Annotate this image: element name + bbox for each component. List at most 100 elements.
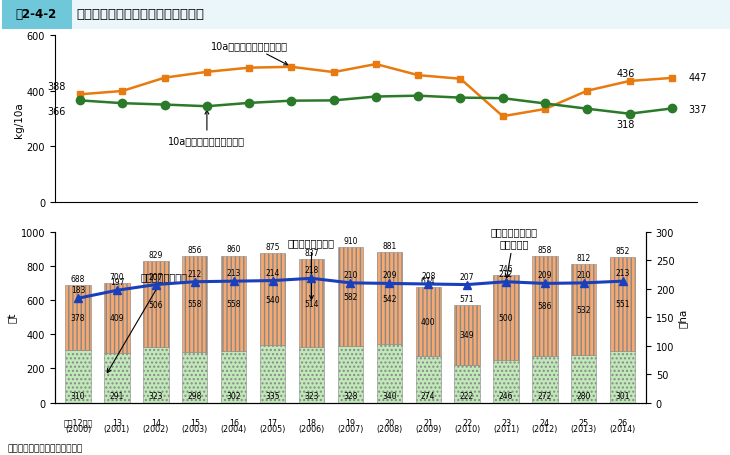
Bar	[415, 288, 441, 356]
Bar	[610, 351, 635, 403]
Text: 資料：農林水産省「作物統計」: 資料：農林水産省「作物統計」	[7, 444, 82, 453]
Text: 207: 207	[149, 272, 163, 281]
Text: 183: 183	[71, 286, 85, 295]
Text: 532: 532	[577, 305, 591, 314]
Text: 875: 875	[265, 243, 280, 251]
Text: 24: 24	[540, 418, 550, 427]
Text: 409: 409	[110, 313, 124, 323]
Text: (2003): (2003)	[182, 424, 208, 433]
Text: (2010): (2010)	[454, 424, 480, 433]
Text: 328: 328	[343, 391, 358, 400]
Bar	[182, 352, 207, 403]
Text: 222: 222	[460, 391, 474, 400]
Bar	[260, 253, 285, 345]
Text: 388: 388	[47, 82, 66, 92]
Bar	[182, 257, 207, 352]
Text: 10a当たり収量（都府県）: 10a当たり収量（都府県）	[169, 111, 245, 147]
Bar	[104, 353, 130, 403]
Text: 18: 18	[307, 418, 317, 427]
Text: 340: 340	[382, 391, 396, 400]
Bar	[221, 351, 246, 403]
Text: 860: 860	[226, 245, 241, 254]
Text: 212: 212	[499, 269, 513, 278]
Text: 366: 366	[47, 107, 66, 117]
Bar	[66, 350, 91, 403]
Bar	[532, 256, 558, 356]
Bar	[377, 345, 402, 403]
Bar	[260, 345, 285, 403]
Bar	[66, 285, 91, 350]
Text: 852: 852	[615, 246, 630, 255]
Text: 13: 13	[112, 418, 122, 427]
Text: 207: 207	[460, 272, 474, 281]
Text: 829: 829	[149, 250, 163, 259]
Bar	[377, 252, 402, 345]
Text: 298: 298	[188, 391, 202, 400]
Bar	[455, 305, 480, 365]
Text: 551: 551	[615, 300, 630, 309]
Bar	[493, 361, 518, 403]
Text: 586: 586	[538, 302, 552, 311]
Text: 16: 16	[228, 418, 239, 427]
Bar	[104, 283, 130, 353]
Bar	[299, 348, 324, 403]
Text: 881: 881	[383, 241, 396, 250]
Text: 20: 20	[384, 418, 394, 427]
Bar	[143, 261, 169, 348]
Text: 208: 208	[421, 272, 435, 280]
Text: 209: 209	[382, 271, 396, 280]
Bar	[338, 248, 363, 347]
Text: 542: 542	[382, 294, 396, 303]
Text: 558: 558	[188, 300, 202, 308]
Text: 436: 436	[616, 69, 634, 79]
Text: 21: 21	[423, 418, 434, 427]
Text: (2000): (2000)	[65, 424, 91, 433]
Bar	[532, 356, 558, 403]
Bar	[415, 356, 441, 403]
Text: 856: 856	[188, 246, 202, 254]
Text: (2002): (2002)	[142, 424, 169, 433]
Text: 335: 335	[265, 391, 280, 400]
Text: 858: 858	[538, 245, 552, 254]
Text: 272: 272	[538, 391, 552, 400]
Bar	[299, 260, 324, 348]
Text: 447: 447	[688, 73, 707, 83]
Bar	[221, 256, 246, 351]
Text: 280: 280	[577, 391, 591, 400]
Text: 210: 210	[343, 270, 358, 279]
Bar	[610, 257, 635, 351]
Text: 310: 310	[71, 391, 85, 400]
Text: 15: 15	[190, 418, 200, 427]
Text: 400: 400	[421, 317, 436, 326]
Bar	[338, 347, 363, 403]
Text: 274: 274	[421, 391, 436, 400]
Text: (2008): (2008)	[376, 424, 402, 433]
Text: 23: 23	[501, 418, 511, 427]
Text: (2006): (2006)	[299, 424, 325, 433]
Bar	[493, 275, 518, 361]
Text: 540: 540	[265, 295, 280, 304]
Text: 図2-4-2: 図2-4-2	[16, 8, 57, 21]
Text: 500: 500	[499, 313, 513, 323]
Text: 688: 688	[71, 274, 85, 283]
Text: (2009): (2009)	[415, 424, 442, 433]
Text: 213: 213	[226, 268, 241, 278]
Text: 582: 582	[343, 293, 358, 302]
Bar	[571, 264, 596, 355]
Text: 平成12年産: 平成12年産	[64, 418, 93, 427]
Text: 19: 19	[345, 418, 356, 427]
Text: 323: 323	[149, 391, 163, 400]
Text: 301: 301	[615, 391, 630, 400]
Y-axis label: kg/10a: kg/10a	[14, 101, 24, 137]
Text: 213: 213	[615, 268, 630, 278]
Text: 514: 514	[304, 299, 319, 308]
Text: 作付面積（全国）
（右目盛）: 作付面積（全国） （右目盛）	[491, 227, 537, 278]
Text: 218: 218	[304, 266, 318, 275]
Text: 378: 378	[71, 313, 85, 322]
Text: (2004): (2004)	[220, 424, 247, 433]
Bar	[455, 365, 480, 403]
Text: 291: 291	[110, 391, 124, 400]
Text: 558: 558	[226, 299, 241, 308]
Text: 571: 571	[460, 294, 474, 303]
Text: 10a当たり収量（北海道）: 10a当たり収量（北海道）	[211, 41, 288, 66]
